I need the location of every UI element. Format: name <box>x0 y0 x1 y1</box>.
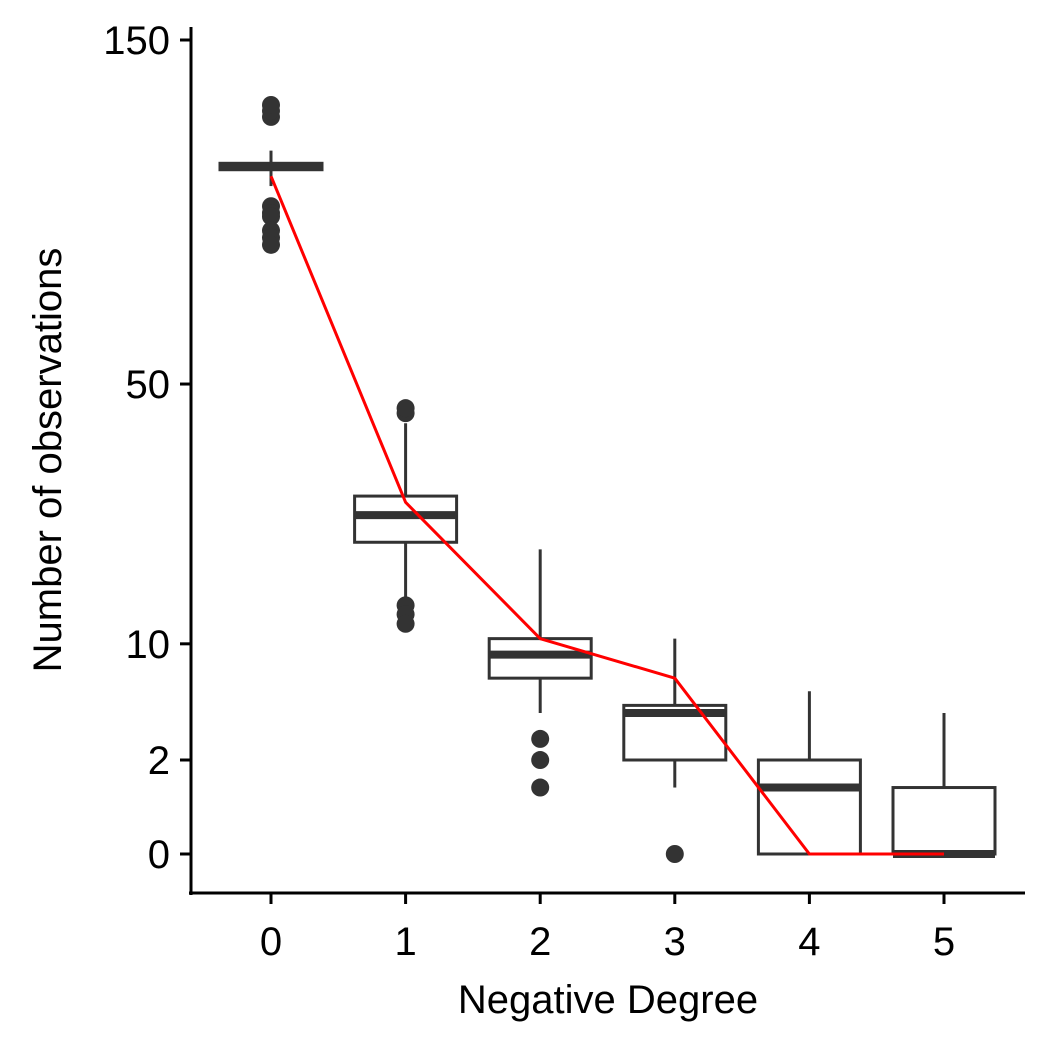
box-group-5 <box>891 713 997 858</box>
box-group-0 <box>218 96 324 254</box>
box-group-1 <box>353 399 459 633</box>
y-tick-label: 50 <box>126 363 171 407</box>
y-tick-label: 2 <box>148 739 170 783</box>
box-group-4 <box>756 691 862 856</box>
outlier-point <box>531 751 550 770</box>
y-axis-title: Number of observations <box>26 248 70 673</box>
y-tick-label: 150 <box>103 19 170 63</box>
x-tick-label: 0 <box>260 920 282 964</box>
outlier-point <box>665 845 684 863</box>
outlier-point <box>396 399 415 418</box>
outlier-point <box>531 778 550 797</box>
x-tick-label: 4 <box>798 920 820 964</box>
y-tick-label: 10 <box>126 623 171 667</box>
box-iqr <box>756 758 862 856</box>
outlier-point <box>396 614 415 633</box>
outlier-point <box>262 207 280 226</box>
x-tick-label: 1 <box>394 920 416 964</box>
outlier-point <box>531 729 550 748</box>
box-iqr <box>891 786 997 856</box>
axes <box>189 27 1025 895</box>
x-tick-label: 5 <box>933 920 955 964</box>
box-group-2 <box>487 549 593 797</box>
box-group-3 <box>622 638 728 863</box>
outlier-point <box>262 96 280 115</box>
ticks: 0 2 10 50 150 0 1 2 3 4 5 <box>103 19 955 964</box>
x-axis-title: Negative Degree <box>458 978 758 1022</box>
plot-area <box>218 96 997 863</box>
expected-trend-line <box>269 175 944 856</box>
x-tick-label: 3 <box>664 920 686 964</box>
outlier-point <box>262 235 280 254</box>
y-tick-label: 0 <box>148 833 170 877</box>
x-tick-label: 2 <box>529 920 551 964</box>
